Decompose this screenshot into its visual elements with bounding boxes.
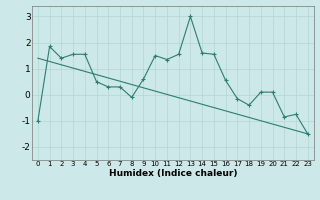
X-axis label: Humidex (Indice chaleur): Humidex (Indice chaleur) — [108, 169, 237, 178]
